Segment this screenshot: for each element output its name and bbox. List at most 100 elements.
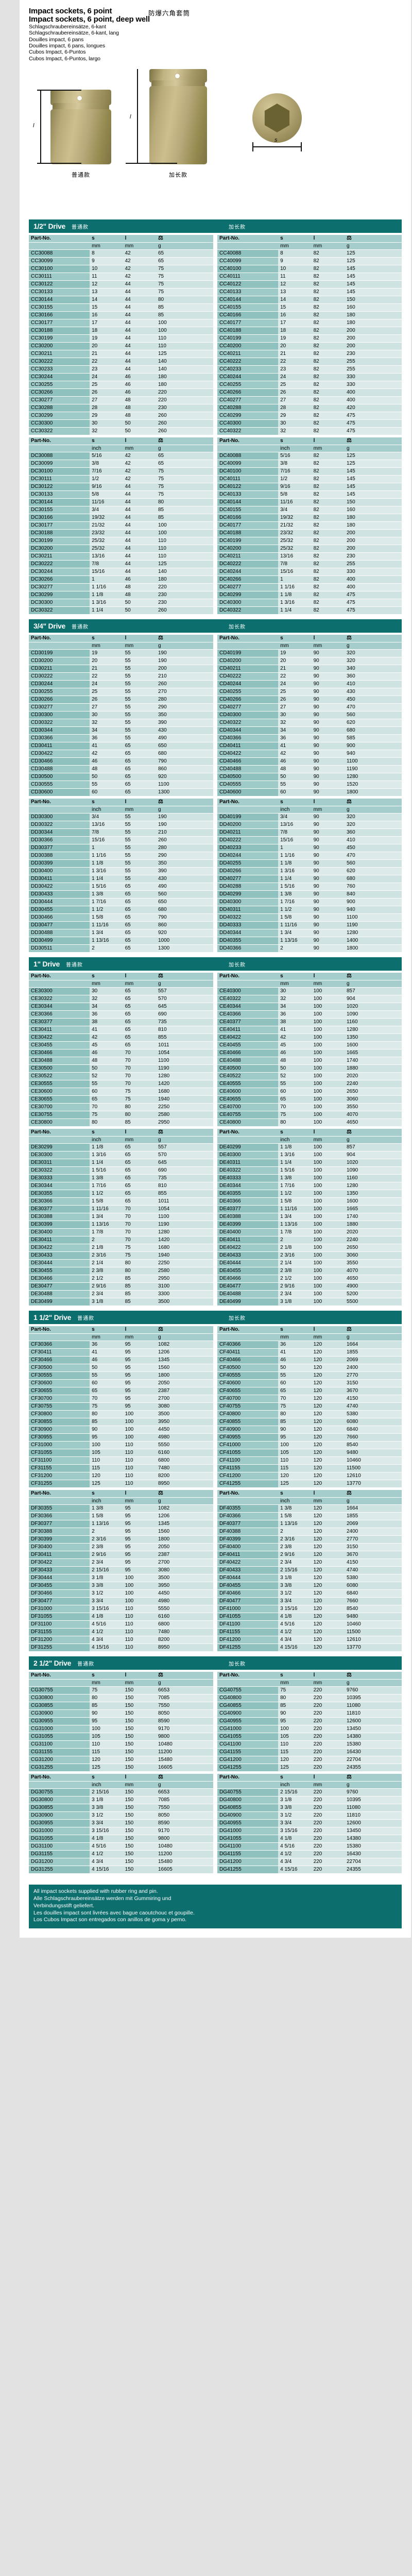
table-row: DD40355 1 13/16 90 1400 — [217, 937, 402, 945]
footer-note-fr: Les douilles impact sont livrées avec ba… — [33, 1909, 195, 1916]
footer-note: All impact sockets supplied with rubber … — [29, 1885, 402, 1929]
cell-l: 44 — [123, 514, 156, 522]
cell-l: 82 — [311, 499, 345, 506]
cell-weight: 2387 — [156, 1387, 213, 1395]
table-row: DE40444 2 1/4 100 3550 — [217, 1260, 402, 1267]
cell-weight: 9800 — [156, 1835, 213, 1843]
cell-l: 100 — [311, 1298, 345, 1306]
page-title-cn: 防爆六角套筒 — [148, 10, 191, 17]
cell-s: 2 3/4 — [90, 1559, 123, 1567]
table-row: CG30955 95 150 8590 — [29, 1718, 213, 1725]
table-row: CC30255 25 46 180 — [29, 381, 213, 389]
table-row: CE40655 65 100 3060 — [217, 1096, 402, 1104]
cell-part-no: DE30388 — [29, 1213, 90, 1221]
cell-part-no: CE30466 — [29, 1049, 90, 1057]
table-row: CE30455 45 65 1011 — [29, 1042, 213, 1049]
cell-s: 20 — [90, 343, 123, 350]
cell-weight: 1190 — [156, 1221, 213, 1229]
cell-s: 46 — [90, 1357, 123, 1364]
cell-part-no: DE30488 — [29, 1291, 90, 1298]
cell-l: 44 — [123, 335, 156, 343]
cell-part-no: CD40222 — [217, 673, 279, 681]
cell-s: 125 — [278, 1764, 312, 1772]
table-row: CE40500 50 100 1880 — [217, 1065, 402, 1073]
table-row: CC40177 17 82 180 — [217, 319, 402, 327]
cell-s: 20 — [90, 657, 123, 665]
cell-s: 1 — [278, 844, 312, 852]
col-header-part-no: Part-No. — [217, 799, 279, 806]
cell-l: 150 — [123, 1718, 156, 1725]
cell-part-no: CF30900 — [29, 1426, 90, 1434]
cell-part-no: CC30133 — [29, 289, 90, 296]
spec-table-standard: Part-No. s l ⚖ inch mm g DG30755 2 15/16 150 6653 D… — [29, 1773, 213, 1874]
col-unit-0 — [29, 642, 90, 650]
cell-s: 70 — [90, 1395, 123, 1403]
cell-weight: 475 — [345, 412, 402, 420]
cell-l: 110 — [123, 1457, 156, 1465]
cell-l: 220 — [311, 1749, 345, 1756]
cell-weight: 190 — [156, 657, 213, 665]
cell-s: 1 11/16 — [90, 922, 123, 929]
cell-s: 5/8 — [90, 491, 123, 499]
table-row: CF41155 115 120 11500 — [217, 1465, 402, 1472]
cell-weight: 7480 — [156, 1465, 213, 1472]
cell-part-no: DF30433 — [29, 1567, 90, 1574]
cell-part-no: CE30300 — [29, 988, 90, 995]
cell-s: 1 5/8 — [90, 1198, 123, 1206]
col-unit-0 — [217, 445, 279, 452]
page-title-en-1: Impact sockets, 6 point — [29, 7, 112, 15]
cell-s: 2 3/8 — [90, 1267, 123, 1275]
cell-s: 46 — [278, 1049, 312, 1057]
cell-l: 150 — [123, 1764, 156, 1772]
cell-l: 110 — [123, 1629, 156, 1636]
cell-part-no: CD40366 — [217, 735, 279, 742]
cell-l: 150 — [123, 1843, 156, 1851]
cell-weight: 690 — [156, 1167, 213, 1175]
cell-s: 17 — [278, 319, 312, 327]
cell-weight: 16605 — [156, 1866, 213, 1874]
cell-weight: 13770 — [345, 1480, 402, 1488]
cell-weight: 940 — [345, 750, 402, 758]
cell-part-no: DF40388 — [217, 1528, 279, 1536]
cell-s: 1 1/8 — [90, 591, 123, 599]
cell-part-no: DF41055 — [217, 1613, 279, 1621]
cell-part-no: DG30955 — [29, 1820, 90, 1827]
cell-l: 70 — [123, 1236, 156, 1244]
cell-part-no: DF30411 — [29, 1551, 90, 1559]
scale-icon: ⚖ — [156, 635, 213, 642]
cell-weight: 330 — [345, 568, 402, 576]
cell-weight: 1100 — [345, 758, 402, 766]
table-row: DF30377 1 13/16 95 1345 — [29, 1520, 213, 1528]
cell-l: 150 — [123, 1733, 156, 1741]
cell-l: 95 — [123, 1357, 156, 1364]
cell-weight: 1665 — [345, 1206, 402, 1213]
cell-l: 95 — [123, 1395, 156, 1403]
cell-part-no: CG31255 — [29, 1764, 90, 1772]
cell-l: 100 — [311, 1111, 345, 1119]
cell-s: 120 — [90, 1756, 123, 1764]
cell-part-no: CE40655 — [217, 1096, 279, 1104]
cell-l: 220 — [311, 1835, 345, 1843]
cell-weight: 11080 — [345, 1702, 402, 1710]
cell-part-no: DG41100 — [217, 1843, 279, 1851]
cell-s: 25/32 — [90, 537, 123, 545]
cell-part-no: CG31100 — [29, 1741, 90, 1749]
cell-part-no: DD40322 — [217, 914, 279, 922]
table-row: DC30188 23/32 44 100 — [29, 530, 213, 537]
cell-part-no: DD30344 — [29, 829, 90, 837]
cell-part-no: CD40488 — [217, 766, 279, 773]
cell-part-no: CD30488 — [29, 766, 90, 773]
cell-s: 24 — [278, 374, 312, 381]
cell-weight: 860 — [156, 922, 213, 929]
col-unit-2: mm — [123, 980, 156, 988]
cell-s: 95 — [90, 1434, 123, 1442]
cell-s: 36 — [90, 1341, 123, 1349]
table-row: DC40266 1 82 400 — [217, 576, 402, 584]
section-drive-label: 2 1/2" Drive — [33, 1659, 72, 1668]
cell-weight: 110 — [156, 335, 213, 343]
cell-l: 55 — [123, 719, 156, 727]
table-row: CF30755 75 95 3080 — [29, 1403, 213, 1411]
catalog-page: Impact sockets, 6 point Impact sockets, … — [20, 0, 411, 1938]
cell-part-no: DF30399 — [29, 1536, 90, 1544]
table-row: CF40800 80 120 5380 — [217, 1411, 402, 1418]
